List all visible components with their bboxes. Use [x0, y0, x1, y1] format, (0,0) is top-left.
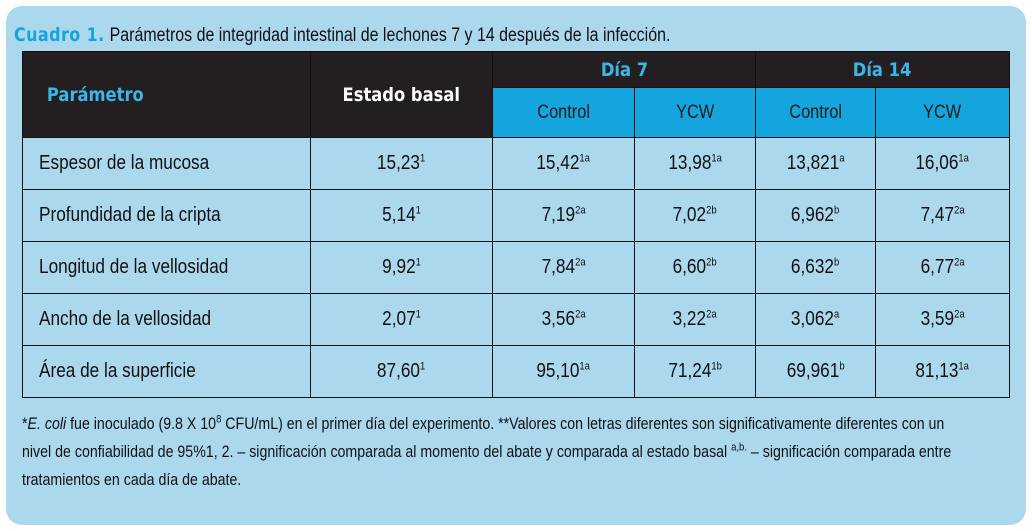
caption-text: Parámetros de integridad intestinal de l…	[109, 25, 671, 46]
integrity-table: Parámetro Estado basal Día 7 Día 14 Cont…	[22, 51, 1011, 398]
cell-dia7-control: 15,421a	[492, 137, 635, 190]
header-estado-basal: Estado basal	[310, 51, 493, 138]
footnote-line-1: *E. coli fue inoculado (9.8 X 108 CFU/mL…	[22, 413, 945, 433]
table-row: Longitud de la vellosidad 9,921 7,842a 6,60…	[22, 241, 1011, 294]
cell-dia14-control: 6,962b	[755, 189, 877, 242]
row-parameter: Área de la superficie	[22, 345, 311, 398]
subheader-control-d14: Control	[755, 87, 877, 138]
table-row: Profundidad de la cripta 5,141 7,192a 7,022…	[22, 189, 1011, 242]
row-parameter: Profundidad de la cripta	[22, 189, 311, 242]
cell-dia7-control: 7,842a	[492, 241, 635, 294]
table-caption: Cuadro 1. Parámetros de integridad intest…	[14, 24, 670, 47]
table-row: Ancho de la vellosidad 2,071 3,562a 3,222a 3…	[22, 293, 1011, 346]
footnote-ecoli: E. coli	[27, 415, 67, 433]
row-parameter: Espesor de la mucosa	[22, 137, 311, 190]
cell-estado-basal: 15,231	[310, 137, 493, 190]
subheader-ycw-d7: YCW	[633, 87, 757, 138]
table-row: Espesor de la mucosa 15,231 15,421a 13,981a…	[22, 137, 1011, 190]
caption-label: Cuadro 1.	[14, 24, 105, 46]
cell-estado-basal: 2,071	[310, 293, 493, 346]
row-parameter: Ancho de la vellosidad	[22, 293, 311, 346]
cell-dia7-ycw: 13,981a	[633, 137, 757, 190]
footnote-line-2: nivel de confiabilidad de 95%1, 2. – sig…	[22, 441, 952, 461]
cell-estado-basal: 9,921	[310, 241, 493, 294]
cell-dia14-ycw: 6,772a	[875, 241, 1011, 294]
footnote-line-3: tratamientos en cada día de abate.	[22, 471, 242, 489]
table-row: Área de la superficie 87,601 95,101a 71,241…	[22, 345, 1011, 398]
subheader-ycw-d14: YCW	[875, 87, 1011, 138]
cell-dia14-control: 3,062a	[755, 293, 877, 346]
cell-dia14-ycw: 16,061a	[875, 137, 1011, 190]
header-parametro: Parámetro	[22, 51, 311, 138]
row-parameter: Longitud de la vellosidad	[22, 241, 311, 294]
cell-dia7-control: 95,101a	[492, 345, 635, 398]
cell-dia7-ycw: 6,602b	[633, 241, 757, 294]
cell-dia14-control: 13,821a	[755, 137, 877, 190]
subheader-control-d7: Control	[492, 87, 635, 138]
cell-dia14-control: 6,632b	[755, 241, 877, 294]
cell-dia14-control: 69,961b	[755, 345, 877, 398]
cell-dia7-ycw: 71,241b	[633, 345, 757, 398]
cell-dia14-ycw: 7,472a	[875, 189, 1011, 242]
cell-dia7-ycw: 7,022b	[633, 189, 757, 242]
footnote: *E. coli fue inoculado (9.8 X 108 CFU/mL…	[22, 410, 1022, 494]
cell-dia7-control: 3,562a	[492, 293, 635, 346]
cell-dia7-control: 7,192a	[492, 189, 635, 242]
cell-dia7-ycw: 3,222a	[633, 293, 757, 346]
header-dia7: Día 7	[491, 51, 757, 88]
cell-estado-basal: 87,601	[310, 345, 493, 398]
cell-dia14-ycw: 81,131a	[875, 345, 1011, 398]
cell-dia14-ycw: 3,592a	[875, 293, 1011, 346]
cell-estado-basal: 5,141	[310, 189, 493, 242]
header-dia14: Día 14	[755, 51, 1011, 88]
